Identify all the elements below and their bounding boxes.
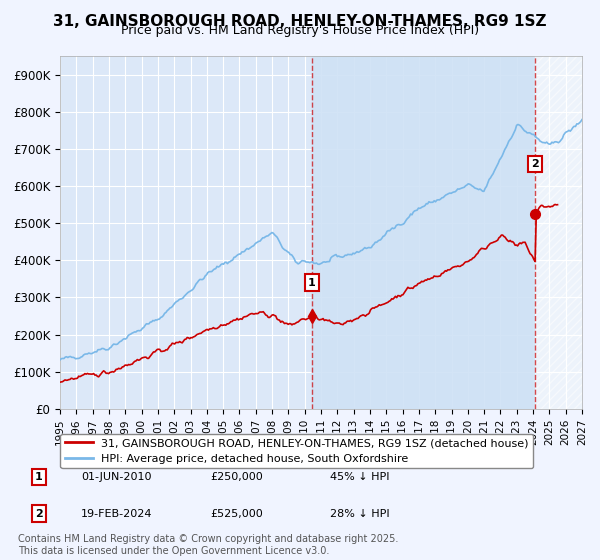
Text: 2: 2 — [35, 508, 43, 519]
Text: 19-FEB-2024: 19-FEB-2024 — [81, 508, 152, 519]
Text: £250,000: £250,000 — [210, 472, 263, 482]
Bar — [535, 56, 590, 409]
Text: £525,000: £525,000 — [210, 508, 263, 519]
Text: 45% ↓ HPI: 45% ↓ HPI — [330, 472, 389, 482]
Text: 31, GAINSBOROUGH ROAD, HENLEY-ON-THAMES, RG9 1SZ: 31, GAINSBOROUGH ROAD, HENLEY-ON-THAMES,… — [53, 14, 547, 29]
Text: 1: 1 — [308, 278, 316, 287]
Text: 28% ↓ HPI: 28% ↓ HPI — [330, 508, 389, 519]
Text: 1: 1 — [35, 472, 43, 482]
Bar — [311, 56, 535, 409]
Text: Contains HM Land Registry data © Crown copyright and database right 2025.
This d: Contains HM Land Registry data © Crown c… — [18, 534, 398, 556]
Legend: 31, GAINSBOROUGH ROAD, HENLEY-ON-THAMES, RG9 1SZ (detached house), HPI: Average : 31, GAINSBOROUGH ROAD, HENLEY-ON-THAMES,… — [61, 434, 533, 468]
Text: 2: 2 — [532, 158, 539, 169]
Text: Price paid vs. HM Land Registry's House Price Index (HPI): Price paid vs. HM Land Registry's House … — [121, 24, 479, 37]
Text: 01-JUN-2010: 01-JUN-2010 — [81, 472, 151, 482]
